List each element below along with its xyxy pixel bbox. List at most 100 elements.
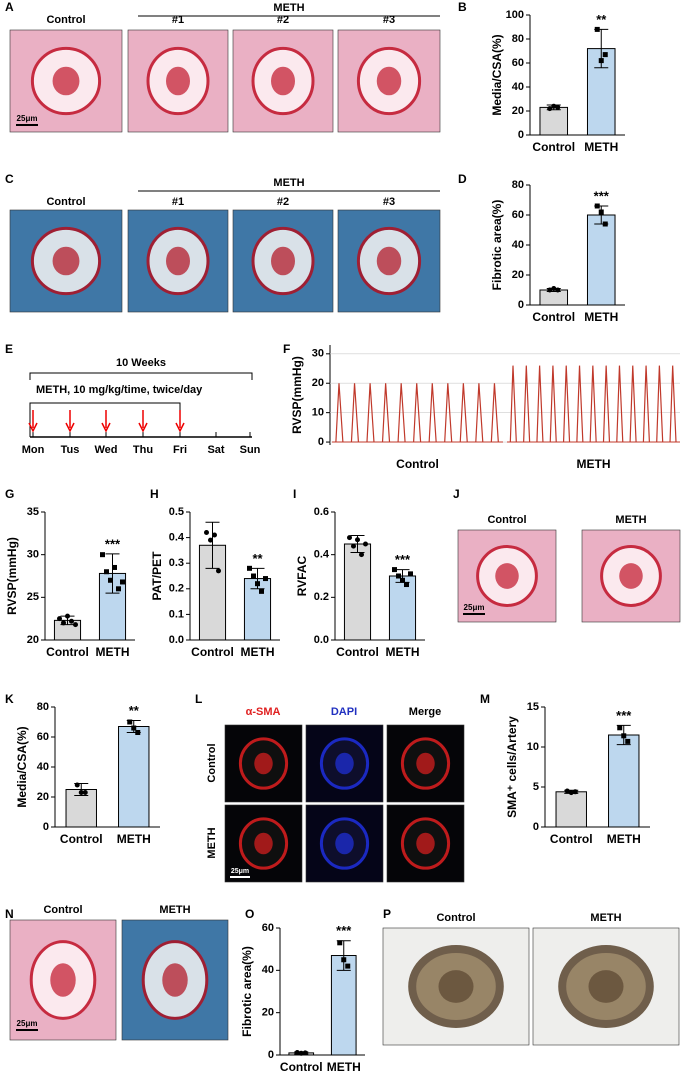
significance: *** xyxy=(616,708,632,723)
y-tick-label: 0.2 xyxy=(314,591,329,603)
data-point xyxy=(617,725,623,731)
y-axis-label: Media/CSA(%) xyxy=(490,34,504,115)
label: 25μm xyxy=(17,114,38,123)
significance: *** xyxy=(395,552,411,567)
pressure-peak xyxy=(381,383,391,443)
data-point xyxy=(135,730,141,735)
vessel-lumen xyxy=(588,970,624,1003)
data-point xyxy=(263,576,268,582)
x-tick-label: Control xyxy=(60,832,103,846)
panel-letter: L xyxy=(195,692,202,706)
data-point xyxy=(61,620,66,626)
pressure-peak xyxy=(629,365,637,443)
panel-letter: B xyxy=(458,0,467,14)
y-tick-label: 40 xyxy=(512,81,524,93)
y-tick-label: 10 xyxy=(527,741,539,753)
x-group-label: Control xyxy=(396,457,439,471)
x-tick-label: METH xyxy=(584,310,618,324)
bar xyxy=(118,726,150,828)
x-tick-label: METH xyxy=(117,832,151,846)
panel-letter: F xyxy=(283,342,290,356)
vessel-lumen xyxy=(335,832,354,855)
data-point xyxy=(555,287,561,293)
vessel-lumen xyxy=(376,246,402,276)
pressure-peak xyxy=(459,383,468,443)
vessel-lumen xyxy=(254,752,273,775)
data-point xyxy=(396,573,401,579)
y-tick-label: 20 xyxy=(512,269,524,281)
data-point xyxy=(69,618,74,624)
label: METH xyxy=(206,827,218,858)
y-axis-label: PAT/PET xyxy=(150,551,164,601)
x-tick-label: Control xyxy=(191,645,234,659)
pressure-peak xyxy=(397,383,406,443)
data-point xyxy=(74,782,80,788)
data-point xyxy=(551,103,557,109)
vessel-lumen xyxy=(166,66,190,96)
data-point xyxy=(341,957,347,963)
data-point xyxy=(598,209,604,215)
pressure-peak xyxy=(366,383,375,443)
bar xyxy=(330,955,357,1056)
data-point xyxy=(251,573,256,579)
label: Control xyxy=(206,743,218,782)
error-bar xyxy=(105,553,120,594)
data-point xyxy=(212,532,217,538)
vessel-lumen xyxy=(376,66,402,96)
y-tick-label: 5 xyxy=(533,781,539,793)
significance: ** xyxy=(596,12,607,27)
pressure-peak xyxy=(413,383,422,443)
label: Control xyxy=(487,514,526,526)
y-tick-label: 0.5 xyxy=(169,506,184,518)
label: Sun xyxy=(240,444,261,456)
data-point xyxy=(108,577,113,583)
data-point xyxy=(408,571,413,577)
error-bar xyxy=(205,521,220,569)
data-point xyxy=(551,286,557,291)
bar xyxy=(539,106,569,136)
y-tick-label: 0 xyxy=(43,821,49,833)
y-tick-label: 0.0 xyxy=(314,634,329,646)
data-point xyxy=(359,552,364,558)
panel-letter: E xyxy=(5,342,13,356)
y-tick-label: 30 xyxy=(312,348,324,360)
x-tick-label: METH xyxy=(327,1060,361,1074)
label: Wed xyxy=(94,444,117,456)
data-point xyxy=(568,790,574,796)
y-tick-label: 0.6 xyxy=(314,506,329,518)
y-tick-label: 25 xyxy=(27,591,39,603)
data-point xyxy=(216,568,221,574)
bar xyxy=(343,543,372,641)
dose-arrow xyxy=(175,410,185,433)
vessel-lumen xyxy=(254,832,273,855)
panel-letter: G xyxy=(5,487,14,501)
y-tick-label: 80 xyxy=(37,701,49,713)
dose-arrow xyxy=(101,410,111,433)
label: #1 xyxy=(172,14,184,26)
data-point xyxy=(120,579,125,585)
y-tick-label: 20 xyxy=(262,1007,274,1019)
y-tick-label: 20 xyxy=(37,791,49,803)
y-axis-label: Fibrotic area(%) xyxy=(240,946,254,1037)
pressure-peak xyxy=(490,383,499,443)
data-point xyxy=(347,535,352,541)
data-point xyxy=(547,106,553,112)
y-tick-label: 60 xyxy=(37,731,49,743)
x-tick-label: Control xyxy=(532,310,575,324)
dose-arrow xyxy=(138,410,148,433)
panel-letter: J xyxy=(453,487,460,501)
panel-letter: K xyxy=(5,692,14,706)
panel-letter: A xyxy=(5,0,14,14)
vessel-lumen xyxy=(166,246,190,276)
pressure-peak xyxy=(602,365,611,443)
label: 10 Weeks xyxy=(116,357,166,369)
y-tick-label: 0 xyxy=(318,436,324,448)
label: Mon xyxy=(22,444,45,456)
y-axis-label: RVFAC xyxy=(295,555,309,596)
pressure-peak xyxy=(576,365,584,443)
y-tick-label: 0.3 xyxy=(169,557,184,569)
pressure-peak xyxy=(562,365,571,443)
y-tick-label: 30 xyxy=(27,549,39,561)
data-point xyxy=(555,104,561,110)
